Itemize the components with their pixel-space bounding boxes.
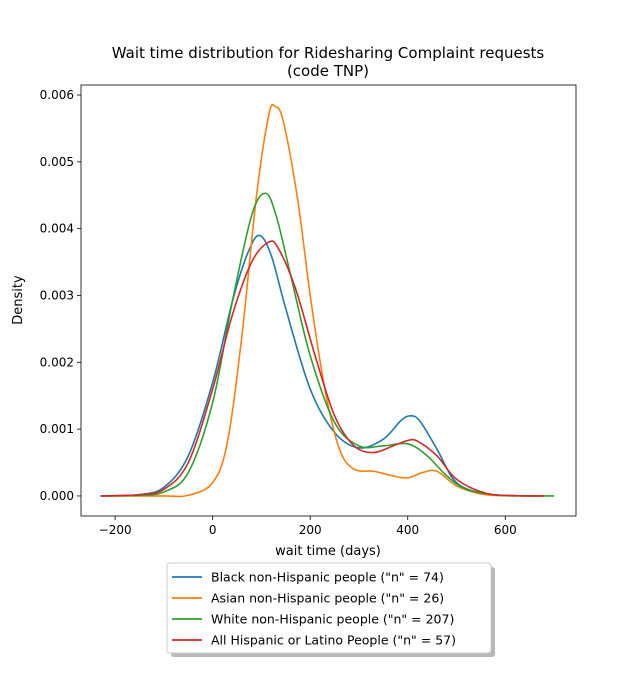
legend-label: Black non-Hispanic people ("n" = 74) <box>211 570 444 585</box>
series-line-1 <box>105 103 535 498</box>
y-axis-ticks: 0.000 0.001 0.002 0.003 0.004 0.005 0.006 <box>40 88 81 503</box>
legend-label: White non-Hispanic people ("n" = 207) <box>211 612 454 627</box>
y-axis-label: Density <box>11 275 26 325</box>
y-tick-label: 0.000 <box>40 489 74 503</box>
y-tick-label: 0.003 <box>40 288 74 302</box>
series-line-3 <box>100 240 545 497</box>
chart-title-line1: Wait time distribution for Ridesharing C… <box>112 44 545 62</box>
y-tick-label: 0.006 <box>40 88 74 102</box>
y-tick-label: 0.005 <box>40 155 74 169</box>
series-line-2 <box>100 192 555 497</box>
legend-label: All Hispanic or Latino People ("n" = 57) <box>211 633 456 648</box>
legend-box <box>166 562 492 654</box>
series-lines <box>100 103 555 498</box>
x-tick-label: 200 <box>299 523 322 537</box>
x-tick-label: −200 <box>99 523 132 537</box>
x-axis-ticks: −200 0 200 400 600 <box>99 516 517 537</box>
legend-items: Black non-Hispanic people ("n" = 74) Asia… <box>172 570 456 648</box>
legend: Black non-Hispanic people ("n" = 74) Asia… <box>166 562 495 657</box>
y-tick-label: 0.001 <box>40 422 74 436</box>
series-line-0 <box>100 234 540 497</box>
y-tick-label: 0.004 <box>40 222 74 236</box>
x-tick-label: 400 <box>396 523 419 537</box>
x-axis-label: wait time (days) <box>275 544 381 559</box>
plot-area <box>80 84 577 517</box>
x-tick-label: 0 <box>209 523 217 537</box>
chart-title-line2: (code TNP) <box>287 62 369 80</box>
x-tick-label: 600 <box>494 523 517 537</box>
y-tick-label: 0.002 <box>40 355 74 369</box>
legend-label: Asian non-Hispanic people ("n" = 26) <box>211 591 444 606</box>
